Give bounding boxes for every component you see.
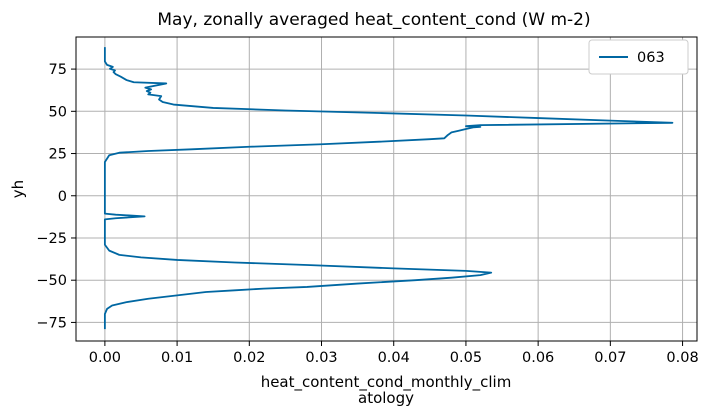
- chart-title: May, zonally averaged heat_content_cond …: [157, 10, 590, 30]
- legend-label: 063: [637, 50, 665, 66]
- legend: 063: [588, 39, 689, 75]
- x-tick-label: 0.00: [89, 350, 121, 366]
- series-line-063: [103, 47, 674, 330]
- x-tick-label: 0.01: [161, 350, 193, 366]
- y-tick-label: 0: [58, 189, 67, 205]
- x-tick-label: 0.02: [233, 350, 265, 366]
- x-tick-label: 0.04: [378, 350, 410, 366]
- x-tick-label: 0.05: [450, 350, 482, 366]
- y-tick-label: −50: [36, 273, 67, 289]
- y-tick-label: 75: [49, 62, 67, 78]
- legend-box: [588, 39, 689, 75]
- y-axis-label: yh: [9, 180, 27, 198]
- x-axis-label-line-1: heat_content_cond_monthly_clim: [261, 373, 512, 392]
- x-tick-label: 0.07: [594, 350, 626, 366]
- x-tick-label: 0.06: [522, 350, 554, 366]
- y-tick-label: −25: [36, 231, 67, 247]
- series-layer: [103, 47, 674, 330]
- x-axis-label-line-2: atology: [358, 389, 414, 407]
- ticks: 0.00 0.01 0.02 0.03 0.04 0.05 0.06 0.07 0.08 −75 −…: [36, 62, 698, 366]
- x-tick-label: 0.08: [666, 350, 698, 366]
- x-tick-label: 0.03: [305, 350, 337, 366]
- plot-frame: [75, 36, 698, 342]
- grid: [76, 37, 697, 341]
- y-tick-label: 25: [49, 147, 67, 163]
- y-tick-label: 50: [49, 104, 67, 120]
- y-tick-label: −75: [36, 315, 67, 331]
